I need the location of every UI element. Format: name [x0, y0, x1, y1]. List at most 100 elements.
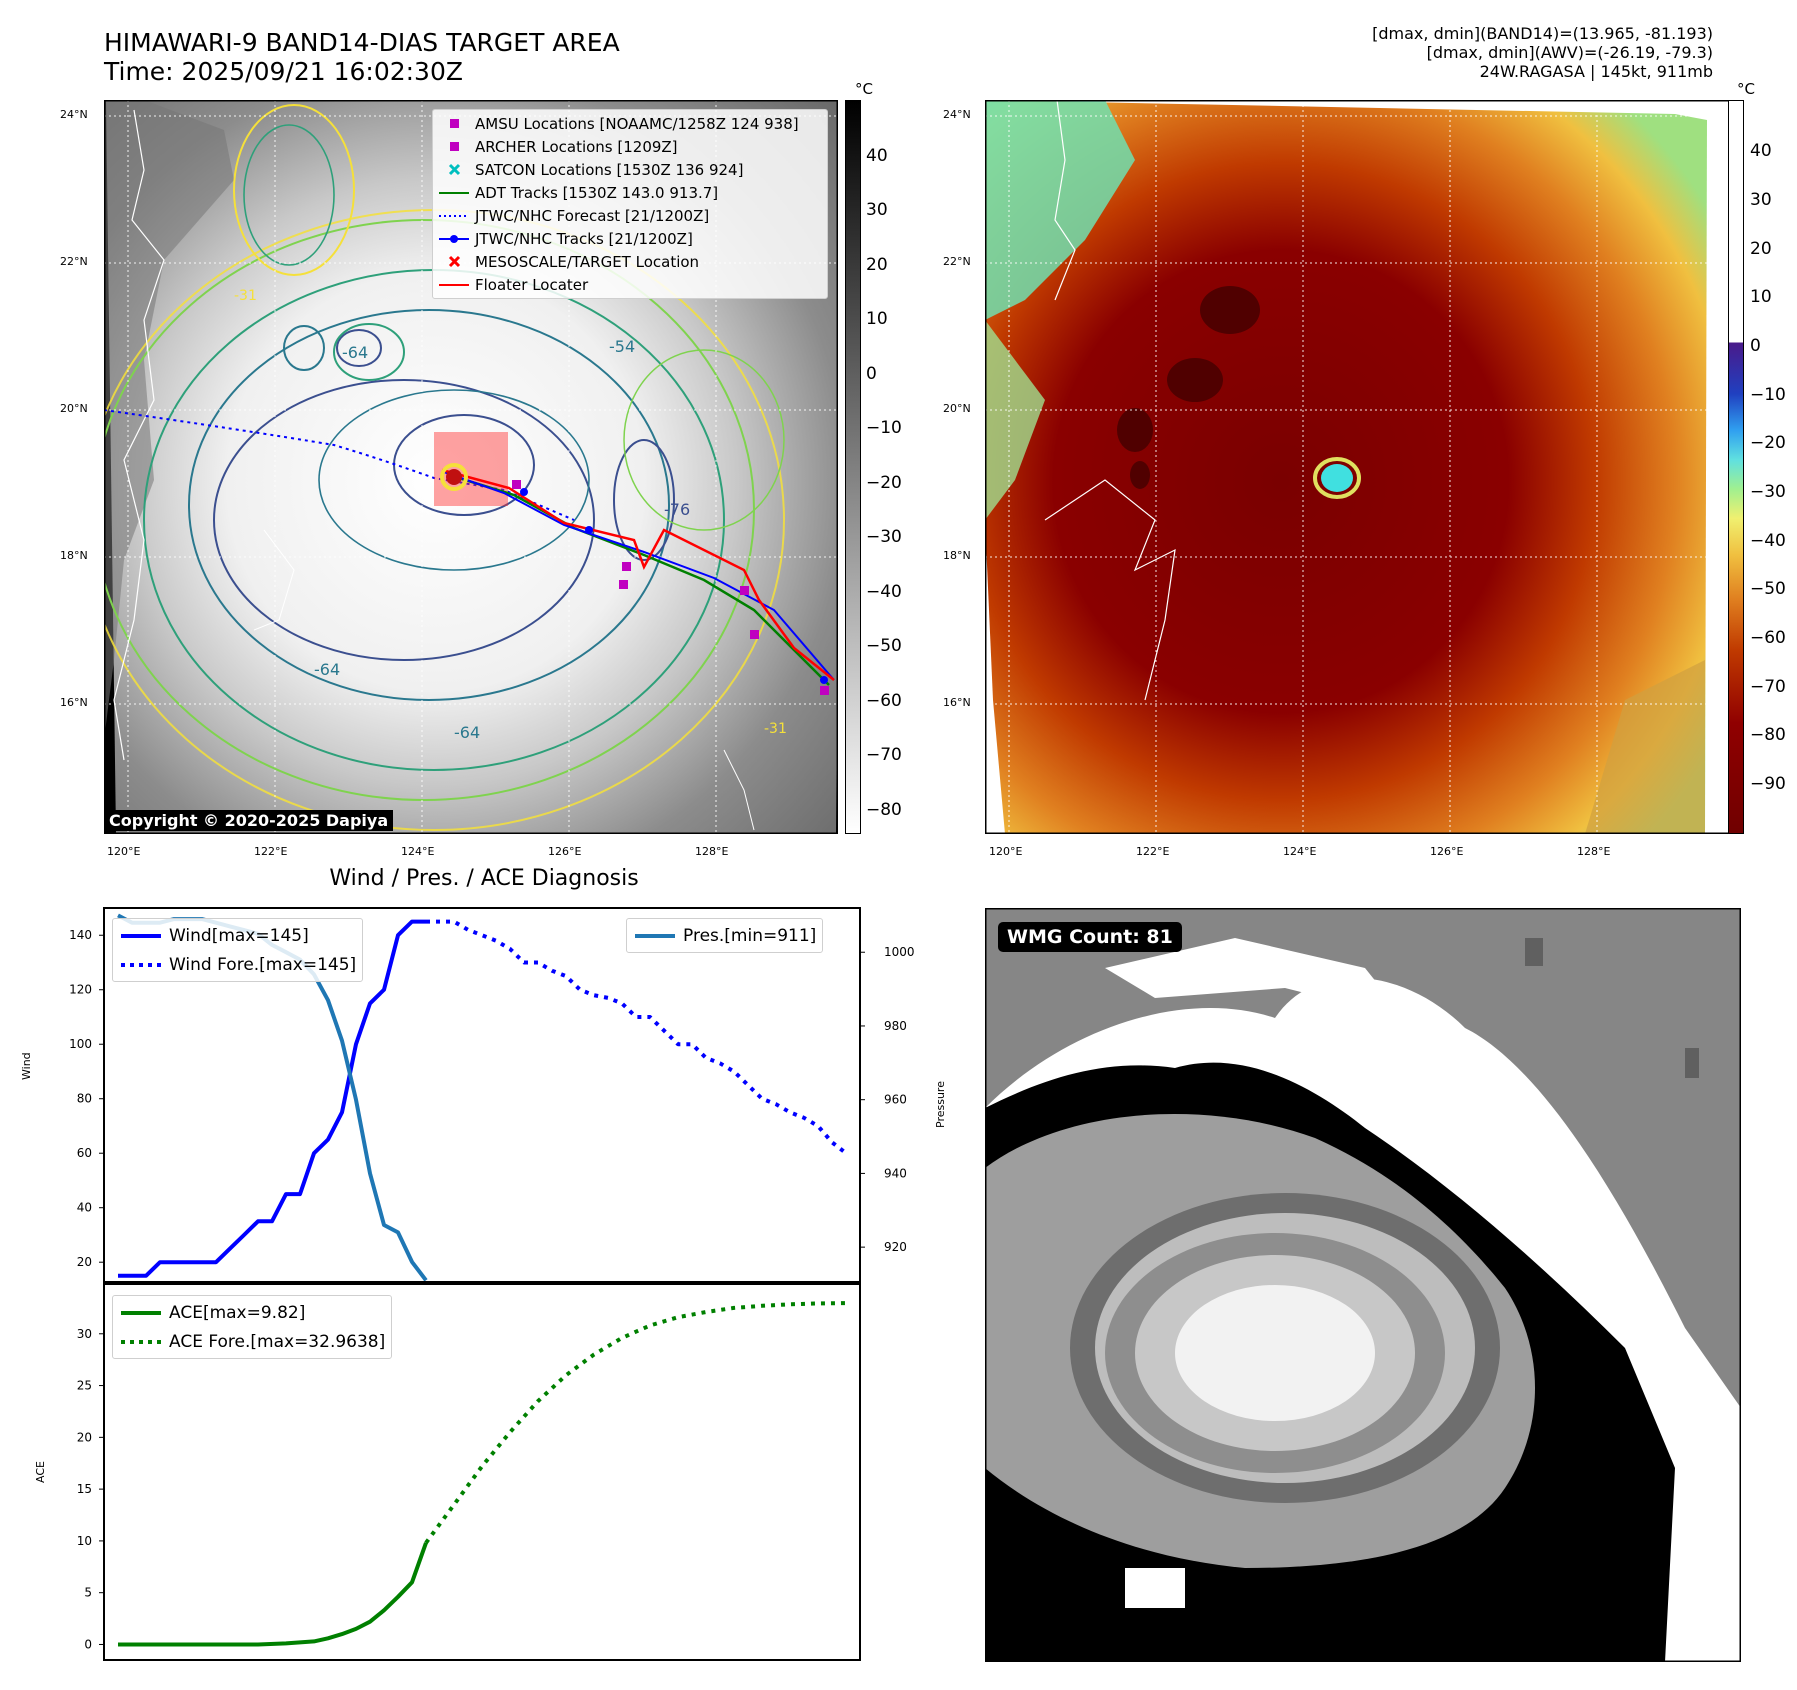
- awv-colorbar: [1728, 100, 1744, 834]
- contour-label: -64: [314, 660, 340, 679]
- y2-tick-label: 940: [884, 1166, 907, 1180]
- x-marker-icon: [448, 163, 461, 176]
- lat-label: 24°N: [60, 108, 88, 121]
- legend-item: AMSU Locations [NOAAMC/1258Z 124 938]: [433, 112, 827, 135]
- y-tick-label: 10: [77, 1534, 92, 1548]
- y-tick-label: 40: [77, 1201, 92, 1215]
- diagnosis-title: Wind / Pres. / ACE Diagnosis: [329, 866, 639, 891]
- wmg-panel: [983, 906, 1743, 1664]
- legend-item: Wind[max=145]: [113, 921, 356, 950]
- lat-label: 22°N: [943, 255, 971, 268]
- legend-item: ADT Tracks [1530Z 143.0 913.7]: [433, 181, 827, 204]
- jtwc-track: [443, 471, 835, 681]
- adt-track: [448, 473, 830, 686]
- storm-info: 24W.RAGASA | 145kt, 911mb: [1479, 62, 1713, 81]
- contour-label: -31: [764, 721, 787, 737]
- y-tick-label: 60: [77, 1146, 92, 1160]
- legend-item: ACE Fore.[max=32.9638]: [113, 1327, 385, 1356]
- lat-label: 20°N: [60, 402, 88, 415]
- series-line: [118, 1542, 428, 1647]
- solid-line-icon: [121, 1311, 161, 1315]
- ace-axis-label: ACE: [34, 1461, 47, 1483]
- awv-range: [dmax, dmin](AWV)=(-26.19, -79.3): [1426, 43, 1713, 62]
- ir-colorbar: [845, 100, 861, 834]
- y-tick-label: 25: [77, 1379, 92, 1393]
- lat-label: 16°N: [943, 696, 971, 709]
- dotted-line-icon: [439, 215, 469, 217]
- lon-label: 120°E: [989, 845, 1023, 858]
- band14-range: [dmax, dmin](BAND14)=(13.965, -81.193): [1372, 24, 1713, 43]
- ir-colorbar-ticks: 40 30 20 10 0 −10 −20 −30 −40 −50 −60 −7…: [866, 146, 902, 820]
- ace-chart: 0 5 10 15 20 25 30: [77, 1281, 861, 1661]
- lon-label: 122°E: [254, 845, 288, 858]
- y-tick-label: 30: [77, 1327, 92, 1341]
- wind-legend: Wind[max=145] Wind Fore.[max=145]: [112, 918, 364, 982]
- ace-legend: ACE[max=9.82] ACE Fore.[max=32.9638]: [112, 1295, 393, 1359]
- contour-label: -64: [342, 343, 368, 362]
- awv-colorbar-unit: °C: [1737, 80, 1755, 98]
- figure-time: Time: 2025/09/21 16:02:30Z: [104, 57, 463, 86]
- legend-item: Wind Fore.[max=145]: [113, 950, 356, 979]
- lon-label: 128°E: [1577, 845, 1611, 858]
- y2-tick-label: 980: [884, 1019, 907, 1033]
- pressure-axis-label: Pressure: [934, 1081, 947, 1128]
- awv-gridlines: [985, 100, 1742, 834]
- y2-tick-label: 960: [884, 1093, 907, 1107]
- y-tick-label: 120: [69, 983, 92, 997]
- legend-item: SATCON Locations [1530Z 136 924]: [433, 158, 827, 181]
- lat-label: 18°N: [60, 549, 88, 562]
- lat-label: 20°N: [943, 402, 971, 415]
- y-tick-label: 20: [77, 1430, 92, 1444]
- dotted-line-icon: [121, 963, 161, 967]
- y2-tick-label: 920: [884, 1240, 907, 1254]
- dotted-line-icon: [121, 1340, 161, 1344]
- awv-map-panel: [983, 98, 1744, 836]
- legend-item: JTWC/NHC Tracks [21/1200Z]: [433, 227, 827, 250]
- y-tick-label: 140: [69, 928, 92, 942]
- ir-colorbar-unit: °C: [855, 80, 873, 98]
- lon-label: 120°E: [107, 845, 141, 858]
- plot-frame: [103, 907, 861, 1285]
- legend-item: ACE[max=9.82]: [113, 1298, 385, 1327]
- line-icon: [439, 284, 469, 286]
- lat-label: 18°N: [943, 549, 971, 562]
- y-tick-label: 80: [77, 1092, 92, 1106]
- lat-label: 24°N: [943, 108, 971, 121]
- contour-label: -31: [234, 288, 257, 304]
- storm-eye: [1321, 464, 1353, 492]
- y-tick-label: 15: [77, 1482, 92, 1496]
- square-marker-icon: [450, 119, 459, 128]
- pressure-legend: Pres.[min=911]: [626, 918, 824, 953]
- stats-block: [dmax, dmin](BAND14)=(13.965, -81.193) […: [1372, 24, 1713, 81]
- y2-tick-label: 1000: [884, 945, 915, 959]
- square-marker-icon: [450, 142, 459, 151]
- contour-label: -76: [664, 500, 690, 519]
- legend-item: MESOSCALE/TARGET Location: [433, 250, 827, 273]
- lon-label: 124°E: [401, 845, 435, 858]
- legend-item: Floater Locater: [433, 273, 827, 296]
- awv-colorbar-ticks: 40 30 20 10 0 −10 −20 −30 −40 −50 −60 −7…: [1750, 141, 1786, 794]
- legend-item: ARCHER Locations [1209Z]: [433, 135, 827, 158]
- y-tick-label: 20: [77, 1255, 92, 1269]
- solid-line-icon: [121, 934, 161, 938]
- y-tick-label: 0: [84, 1637, 92, 1651]
- wmg-image: [983, 906, 1743, 1664]
- line-icon: [439, 192, 469, 194]
- figure-title: HIMAWARI-9 BAND14-DIAS TARGET AREA: [104, 28, 620, 57]
- copyright-label: Copyright © 2020-2025 Dapiya: [104, 810, 394, 831]
- lon-label: 122°E: [1136, 845, 1170, 858]
- lon-label: 126°E: [548, 845, 582, 858]
- lon-label: 128°E: [695, 845, 729, 858]
- series-line: [424, 1301, 847, 1544]
- lon-label: 124°E: [1283, 845, 1317, 858]
- lat-label: 16°N: [60, 696, 88, 709]
- lat-label: 22°N: [60, 255, 88, 268]
- series-line: [426, 919, 848, 1155]
- y-tick-label: 5: [84, 1586, 92, 1600]
- solid-line-icon: [635, 934, 675, 938]
- legend-item: Pres.[min=911]: [627, 921, 816, 950]
- line-dot-icon: [439, 235, 469, 243]
- plot-frame: [103, 1281, 861, 1661]
- x-marker-icon: [448, 255, 461, 268]
- floater-track: [441, 468, 835, 681]
